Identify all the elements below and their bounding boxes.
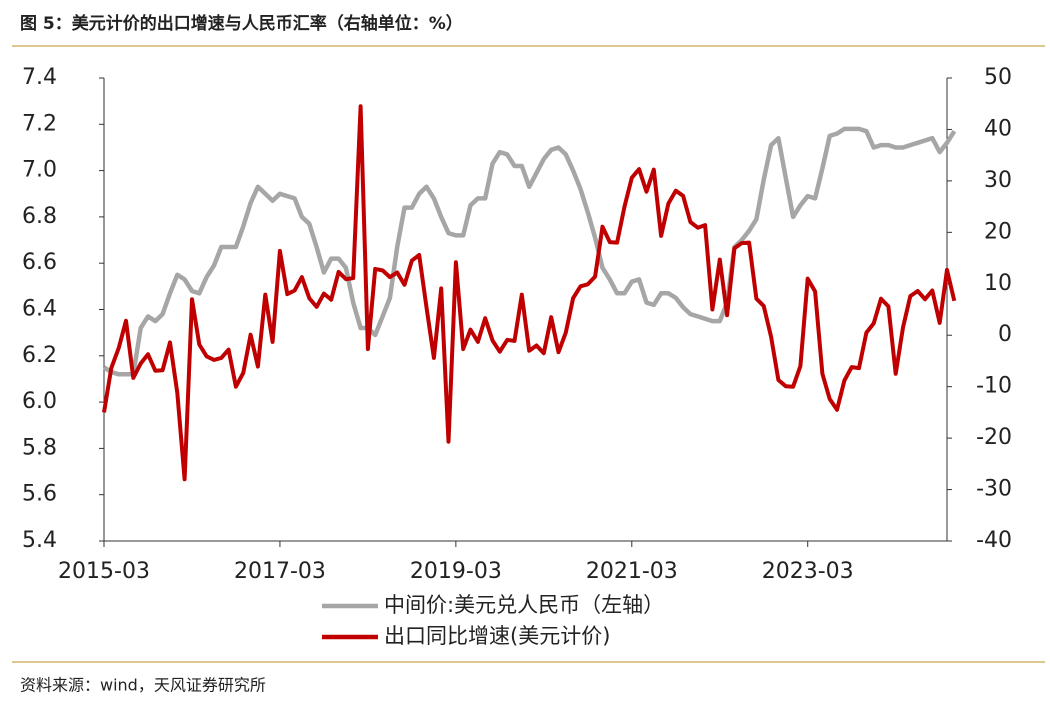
y-tick-label: 5.6 (22, 482, 57, 507)
y-tick-label: 7.4 (22, 65, 57, 90)
x-tick-label: 2017-03 (234, 559, 326, 584)
chart-title: 图 5：美元计价的出口增速与人民币汇率（右轴单位：%） (20, 13, 463, 34)
x-tick-label: 2021-03 (586, 559, 678, 584)
y-tick-label: 7.0 (22, 158, 57, 183)
y-tick-label: 6.0 (22, 389, 57, 414)
y2-tick-label: -20 (976, 425, 1012, 450)
y2-tick-label: -30 (976, 477, 1012, 502)
y2-tick-label: -10 (976, 374, 1012, 399)
x-tick-label: 2023-03 (762, 559, 854, 584)
y-tick-label: 6.8 (22, 204, 57, 229)
y-tick-label: 6.2 (22, 343, 57, 368)
y-tick-label: 6.6 (22, 250, 57, 275)
series-line (102, 126, 957, 377)
y-tick-label: 6.4 (22, 297, 57, 322)
y2-tick-label: 0 (998, 322, 1012, 347)
y2-tick-label: 50 (984, 65, 1012, 90)
y-tick-label: 5.4 (22, 528, 57, 553)
x-tick-label: 2019-03 (410, 559, 502, 584)
x-tick-label: 2015-03 (58, 559, 150, 584)
y-tick-label: 7.2 (22, 111, 57, 136)
y-tick-label: 5.8 (22, 435, 57, 460)
y2-tick-label: 30 (984, 168, 1012, 193)
y2-tick-label: 10 (984, 271, 1012, 296)
y2-tick-label: 40 (984, 116, 1012, 141)
y2-tick-label: -40 (976, 528, 1012, 553)
series-line (102, 104, 957, 482)
legend-label: 出口同比增速(美元计价) (384, 624, 610, 648)
y2-tick-label: 20 (984, 219, 1012, 244)
source-note: 资料来源：wind，天风证券研究所 (20, 676, 266, 695)
legend-label: 中间价:美元兑人民币（左轴） (384, 593, 664, 617)
